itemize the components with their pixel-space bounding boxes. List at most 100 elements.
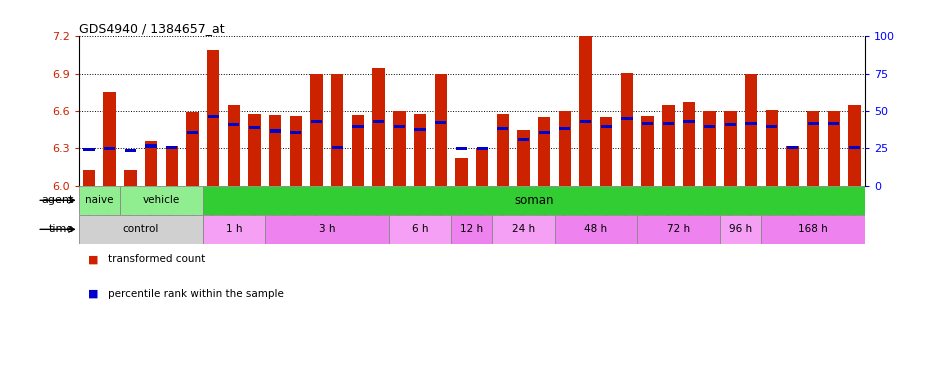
Bar bbox=[311, 119, 322, 122]
Bar bbox=[637, 215, 720, 244]
Text: control: control bbox=[122, 224, 159, 234]
Bar bbox=[704, 124, 715, 127]
Bar bbox=[124, 170, 137, 186]
Bar bbox=[787, 146, 798, 149]
Bar bbox=[828, 111, 840, 186]
Bar bbox=[166, 146, 178, 149]
Bar bbox=[373, 119, 384, 122]
Bar bbox=[684, 119, 695, 122]
Text: 6 h: 6 h bbox=[412, 224, 428, 234]
Bar bbox=[554, 215, 637, 244]
Bar bbox=[249, 126, 260, 129]
Bar bbox=[203, 186, 865, 215]
Bar bbox=[492, 215, 554, 244]
Bar bbox=[79, 186, 120, 215]
Bar bbox=[265, 215, 389, 244]
Bar bbox=[352, 124, 364, 127]
Text: GDS4940 / 1384657_at: GDS4940 / 1384657_at bbox=[79, 22, 224, 35]
Bar bbox=[248, 114, 261, 186]
Bar bbox=[476, 147, 487, 150]
Bar bbox=[228, 105, 240, 186]
Bar bbox=[207, 50, 219, 186]
Bar bbox=[290, 131, 302, 134]
Bar bbox=[848, 105, 861, 186]
Bar bbox=[475, 149, 488, 186]
Bar bbox=[393, 111, 405, 186]
Text: soman: soman bbox=[514, 194, 553, 207]
Bar bbox=[559, 111, 571, 186]
Bar bbox=[290, 116, 302, 186]
Bar bbox=[704, 111, 716, 186]
Bar bbox=[120, 186, 203, 215]
Bar bbox=[579, 36, 592, 186]
Bar bbox=[828, 122, 839, 125]
Bar bbox=[560, 127, 571, 130]
Text: agent: agent bbox=[42, 195, 74, 205]
Bar bbox=[203, 215, 265, 244]
Bar bbox=[451, 215, 492, 244]
Bar bbox=[746, 122, 757, 125]
Bar bbox=[352, 115, 364, 186]
Bar bbox=[145, 144, 156, 147]
Bar bbox=[186, 113, 199, 186]
Bar bbox=[498, 127, 509, 130]
Bar bbox=[538, 118, 550, 186]
Bar bbox=[517, 130, 530, 186]
Bar bbox=[766, 110, 778, 186]
Bar bbox=[642, 122, 653, 125]
Bar bbox=[145, 141, 157, 186]
Bar bbox=[456, 147, 467, 150]
Bar bbox=[83, 148, 94, 151]
Bar bbox=[82, 170, 95, 186]
Bar bbox=[580, 119, 591, 122]
Text: 96 h: 96 h bbox=[729, 224, 752, 234]
Bar bbox=[849, 146, 860, 149]
Bar bbox=[413, 114, 426, 186]
Bar bbox=[269, 129, 281, 132]
Bar bbox=[600, 118, 612, 186]
Bar bbox=[435, 74, 447, 186]
Text: percentile rank within the sample: percentile rank within the sample bbox=[108, 289, 284, 299]
Text: 12 h: 12 h bbox=[461, 224, 483, 234]
Text: vehicle: vehicle bbox=[142, 195, 180, 205]
Text: time: time bbox=[49, 224, 74, 234]
Text: 1 h: 1 h bbox=[226, 224, 242, 234]
Text: transformed count: transformed count bbox=[108, 254, 205, 264]
Bar bbox=[761, 215, 865, 244]
Bar bbox=[662, 105, 674, 186]
Bar bbox=[332, 146, 343, 149]
Text: 3 h: 3 h bbox=[319, 224, 335, 234]
Bar bbox=[621, 73, 633, 186]
Bar bbox=[518, 138, 529, 141]
Bar bbox=[745, 74, 758, 186]
Text: 72 h: 72 h bbox=[667, 224, 690, 234]
Bar bbox=[786, 146, 798, 186]
Bar bbox=[311, 74, 323, 186]
Bar bbox=[807, 111, 820, 186]
Bar bbox=[394, 124, 405, 127]
Bar bbox=[808, 122, 819, 125]
Bar bbox=[725, 123, 736, 126]
Bar bbox=[720, 215, 761, 244]
Text: naive: naive bbox=[85, 195, 114, 205]
Bar bbox=[414, 128, 426, 131]
Bar bbox=[622, 117, 633, 120]
Text: 48 h: 48 h bbox=[585, 224, 608, 234]
Bar bbox=[724, 111, 736, 186]
Bar bbox=[207, 114, 218, 118]
Bar bbox=[79, 215, 203, 244]
Bar bbox=[228, 123, 240, 126]
Bar bbox=[683, 103, 696, 186]
Bar bbox=[105, 147, 116, 150]
Text: ■: ■ bbox=[88, 289, 98, 299]
Bar bbox=[373, 68, 385, 186]
Bar bbox=[662, 122, 674, 125]
Bar bbox=[435, 121, 446, 124]
Bar bbox=[187, 131, 198, 134]
Bar bbox=[331, 74, 343, 186]
Text: 24 h: 24 h bbox=[512, 224, 535, 234]
Bar bbox=[269, 115, 281, 186]
Bar bbox=[455, 159, 468, 186]
Bar bbox=[104, 93, 116, 186]
Bar bbox=[125, 149, 136, 152]
